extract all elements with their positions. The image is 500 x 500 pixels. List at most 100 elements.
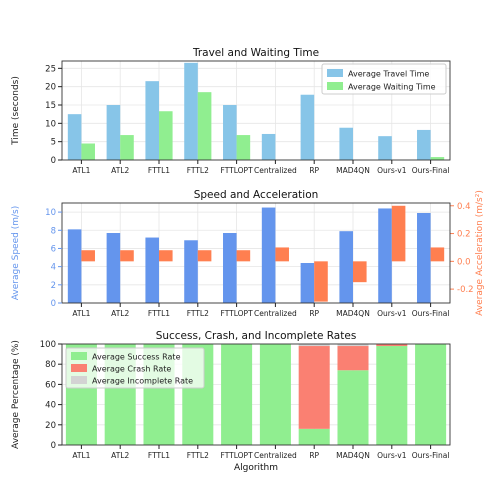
chart1-bar-average-waiting-time-fttl2 — [197, 92, 212, 160]
chart1-ylabel: Time (seconds) — [11, 76, 21, 146]
chart2-right-axis-tick-label: -0.2 — [457, 285, 474, 295]
chart3-bar-average-crash-rate-ours-v1 — [376, 344, 408, 347]
chart2-bar-average-acceleration-fttl1 — [159, 250, 173, 262]
chart1-bar-average-travel-time-rp — [300, 94, 315, 160]
chart2-x-tick-label-atl1: ATL1 — [72, 309, 90, 318]
chart3-legend-swatch-average-incomplete-rate — [71, 376, 87, 384]
chart3-x-tick-label-atl2: ATL2 — [111, 451, 129, 460]
chart2-x-tick-label-ours-v1: Ours-v1 — [377, 309, 407, 318]
chart3-title: Success, Crash, and Incomplete Rates — [156, 330, 357, 342]
chart1-bar-average-travel-time-atl2 — [106, 105, 121, 160]
chart1-y-tick-label: 20 — [45, 83, 56, 93]
chart1-bar-average-travel-time-ours-final — [417, 129, 431, 160]
chart3-x-tick-label-fttlopt: FTTLOPT — [221, 451, 254, 460]
chart2-ylabel-right: Average Acceleration (m/s²) — [475, 190, 485, 316]
chart3-x-tick-label-atl1: ATL1 — [72, 451, 90, 460]
chart3-bar-average-success-rate-rp — [298, 428, 330, 445]
chart2-bar-average-acceleration-ours-final — [430, 247, 445, 262]
chart1-title: Travel and Waiting Time — [192, 47, 319, 59]
chart3-bar-average-crash-rate-mad4qn — [337, 346, 369, 371]
chart2-bar-average-acceleration-fttlopt — [236, 250, 251, 262]
chart3-y-tick-label: 60 — [45, 380, 56, 390]
chart2-bar-average-speed-fttl2 — [184, 240, 198, 303]
chart2-x-tick-label-ours-final: Ours-Final — [412, 309, 450, 318]
chart3-bar-average-incomplete-rate-rp — [298, 344, 330, 347]
chart2-bar-average-speed-rp — [300, 263, 315, 303]
chart2-x-tick-label-fttl2: FTTL2 — [187, 309, 209, 318]
chart3-bar-average-incomplete-rate-mad4qn — [337, 344, 369, 347]
chart1-bar-average-waiting-time-fttlopt — [236, 135, 251, 160]
chart1-bar-average-waiting-time-atl1 — [81, 143, 95, 160]
chart2-x-tick-label-atl2: ATL2 — [111, 309, 129, 318]
chart1-y-tick-label: 25 — [45, 64, 56, 74]
chart1-x-tick-label-fttl1: FTTL1 — [148, 166, 170, 175]
chart3-bar-average-success-rate-mad4qn — [337, 370, 369, 445]
chart3-legend-swatch-average-success-rate — [71, 352, 87, 360]
chart3-x-tick-label-rp: RP — [309, 451, 319, 460]
chart3-ylabel: Average Percentage (%) — [11, 340, 21, 449]
chart1-y-tick-label: 5 — [51, 138, 56, 148]
chart1-bar-average-travel-time-atl1 — [67, 114, 82, 160]
chart1-bar-average-travel-time-mad4qn — [339, 127, 353, 160]
chart1-bar-average-travel-time-fttl1 — [145, 81, 159, 160]
chart3-legend-swatch-average-crash-rate — [71, 364, 87, 372]
chart3-legend-label-average-success-rate: Average Success Rate — [92, 353, 181, 362]
chart1-bar-average-waiting-time-atl2 — [120, 135, 134, 160]
chart3-x-tick-label-fttl1: FTTL1 — [148, 451, 170, 460]
chart2-bar-average-speed-ours-final — [417, 213, 431, 303]
chart1-bar-average-travel-time-centralized — [261, 133, 276, 160]
chart2-bar-average-speed-atl1 — [67, 229, 82, 303]
chart3-bar-average-crash-rate-rp — [298, 346, 330, 429]
chart2-x-tick-label-rp: RP — [309, 309, 319, 318]
chart2-y-tick-label: 6 — [51, 244, 56, 254]
chart2-x-tick-label-centralized: Centralized — [254, 309, 297, 318]
chart1-y-tick-label: 10 — [45, 119, 56, 129]
chart1-bar-average-travel-time-fttl2 — [184, 62, 198, 161]
chart2-bar-average-speed-fttlopt — [223, 233, 237, 303]
chart3-y-tick-label: 20 — [45, 421, 56, 431]
chart3-x-tick-label-centralized: Centralized — [254, 451, 297, 460]
chart1-legend-swatch-average-travel-time — [327, 69, 343, 77]
chart1-x-tick-label-mad4qn: MAD4QN — [336, 166, 370, 175]
chart2-bar-average-speed-mad4qn — [339, 231, 353, 303]
chart2-bar-average-acceleration-atl1 — [81, 250, 95, 262]
chart1-legend-swatch-average-waiting-time — [327, 82, 343, 90]
chart1-legend-label-average-travel-time: Average Travel Time — [348, 70, 429, 79]
chart2-bar-average-speed-atl2 — [106, 233, 121, 303]
chart2-x-tick-label-fttl1: FTTL1 — [148, 309, 170, 318]
chart1-x-tick-label-fttl2: FTTL2 — [187, 166, 209, 175]
chart1-x-tick-label-rp: RP — [309, 166, 319, 175]
chart1-x-tick-label-ours-v1: Ours-v1 — [377, 166, 407, 175]
chart1-bar-average-travel-time-ours-v1 — [378, 136, 392, 160]
chart2-bar-average-acceleration-atl2 — [120, 250, 134, 262]
chart1-bar-average-travel-time-fttlopt — [223, 105, 237, 160]
chart2-bar-average-acceleration-centralized — [275, 247, 289, 262]
chart2-right-axis-tick-label: 0.2 — [457, 230, 471, 240]
chart3-bar-average-success-rate-ours-final — [415, 344, 447, 445]
chart1-x-tick-label-fttlopt: FTTLOPT — [221, 166, 254, 175]
chart2-bar-average-acceleration-mad4qn — [353, 261, 367, 283]
chart3-plot-frame — [61, 343, 451, 446]
chart2-y-tick-label: 8 — [51, 226, 56, 236]
chart3-x-tick-label-fttl2: FTTL2 — [187, 451, 209, 460]
chart2-x-tick-label-fttlopt: FTTLOPT — [221, 309, 254, 318]
chart1-y-tick-label: 15 — [45, 101, 56, 111]
chart3-bar-average-success-rate-ours-v1 — [376, 346, 408, 445]
chart3-x-tick-label-mad4qn: MAD4QN — [336, 451, 370, 460]
chart1-x-tick-label-centralized: Centralized — [254, 166, 297, 175]
chart2-ylabel: Average Speed (m/s) — [11, 206, 21, 300]
chart1-legend-box — [321, 63, 447, 95]
chart2-y-tick-label: 10 — [45, 208, 56, 218]
chart2-y-tick-label: 0 — [51, 299, 56, 309]
chart3-legend-box — [65, 347, 205, 389]
chart2-y-tick-label: 4 — [51, 263, 56, 273]
chart3-bar-average-success-rate-fttlopt — [221, 344, 253, 445]
chart1-plot-frame — [61, 60, 451, 161]
chart1-bar-average-waiting-time-fttl1 — [159, 111, 173, 160]
chart3-legend-label-average-incomplete-rate: Average Incomplete Rate — [92, 377, 193, 386]
chart2-bar-average-speed-fttl1 — [145, 237, 159, 303]
chart1-x-tick-label-ours-final: Ours-Final — [412, 166, 450, 175]
chart1-x-tick-label-atl2: ATL2 — [111, 166, 129, 175]
chart1-x-tick-label-atl1: ATL1 — [72, 166, 90, 175]
